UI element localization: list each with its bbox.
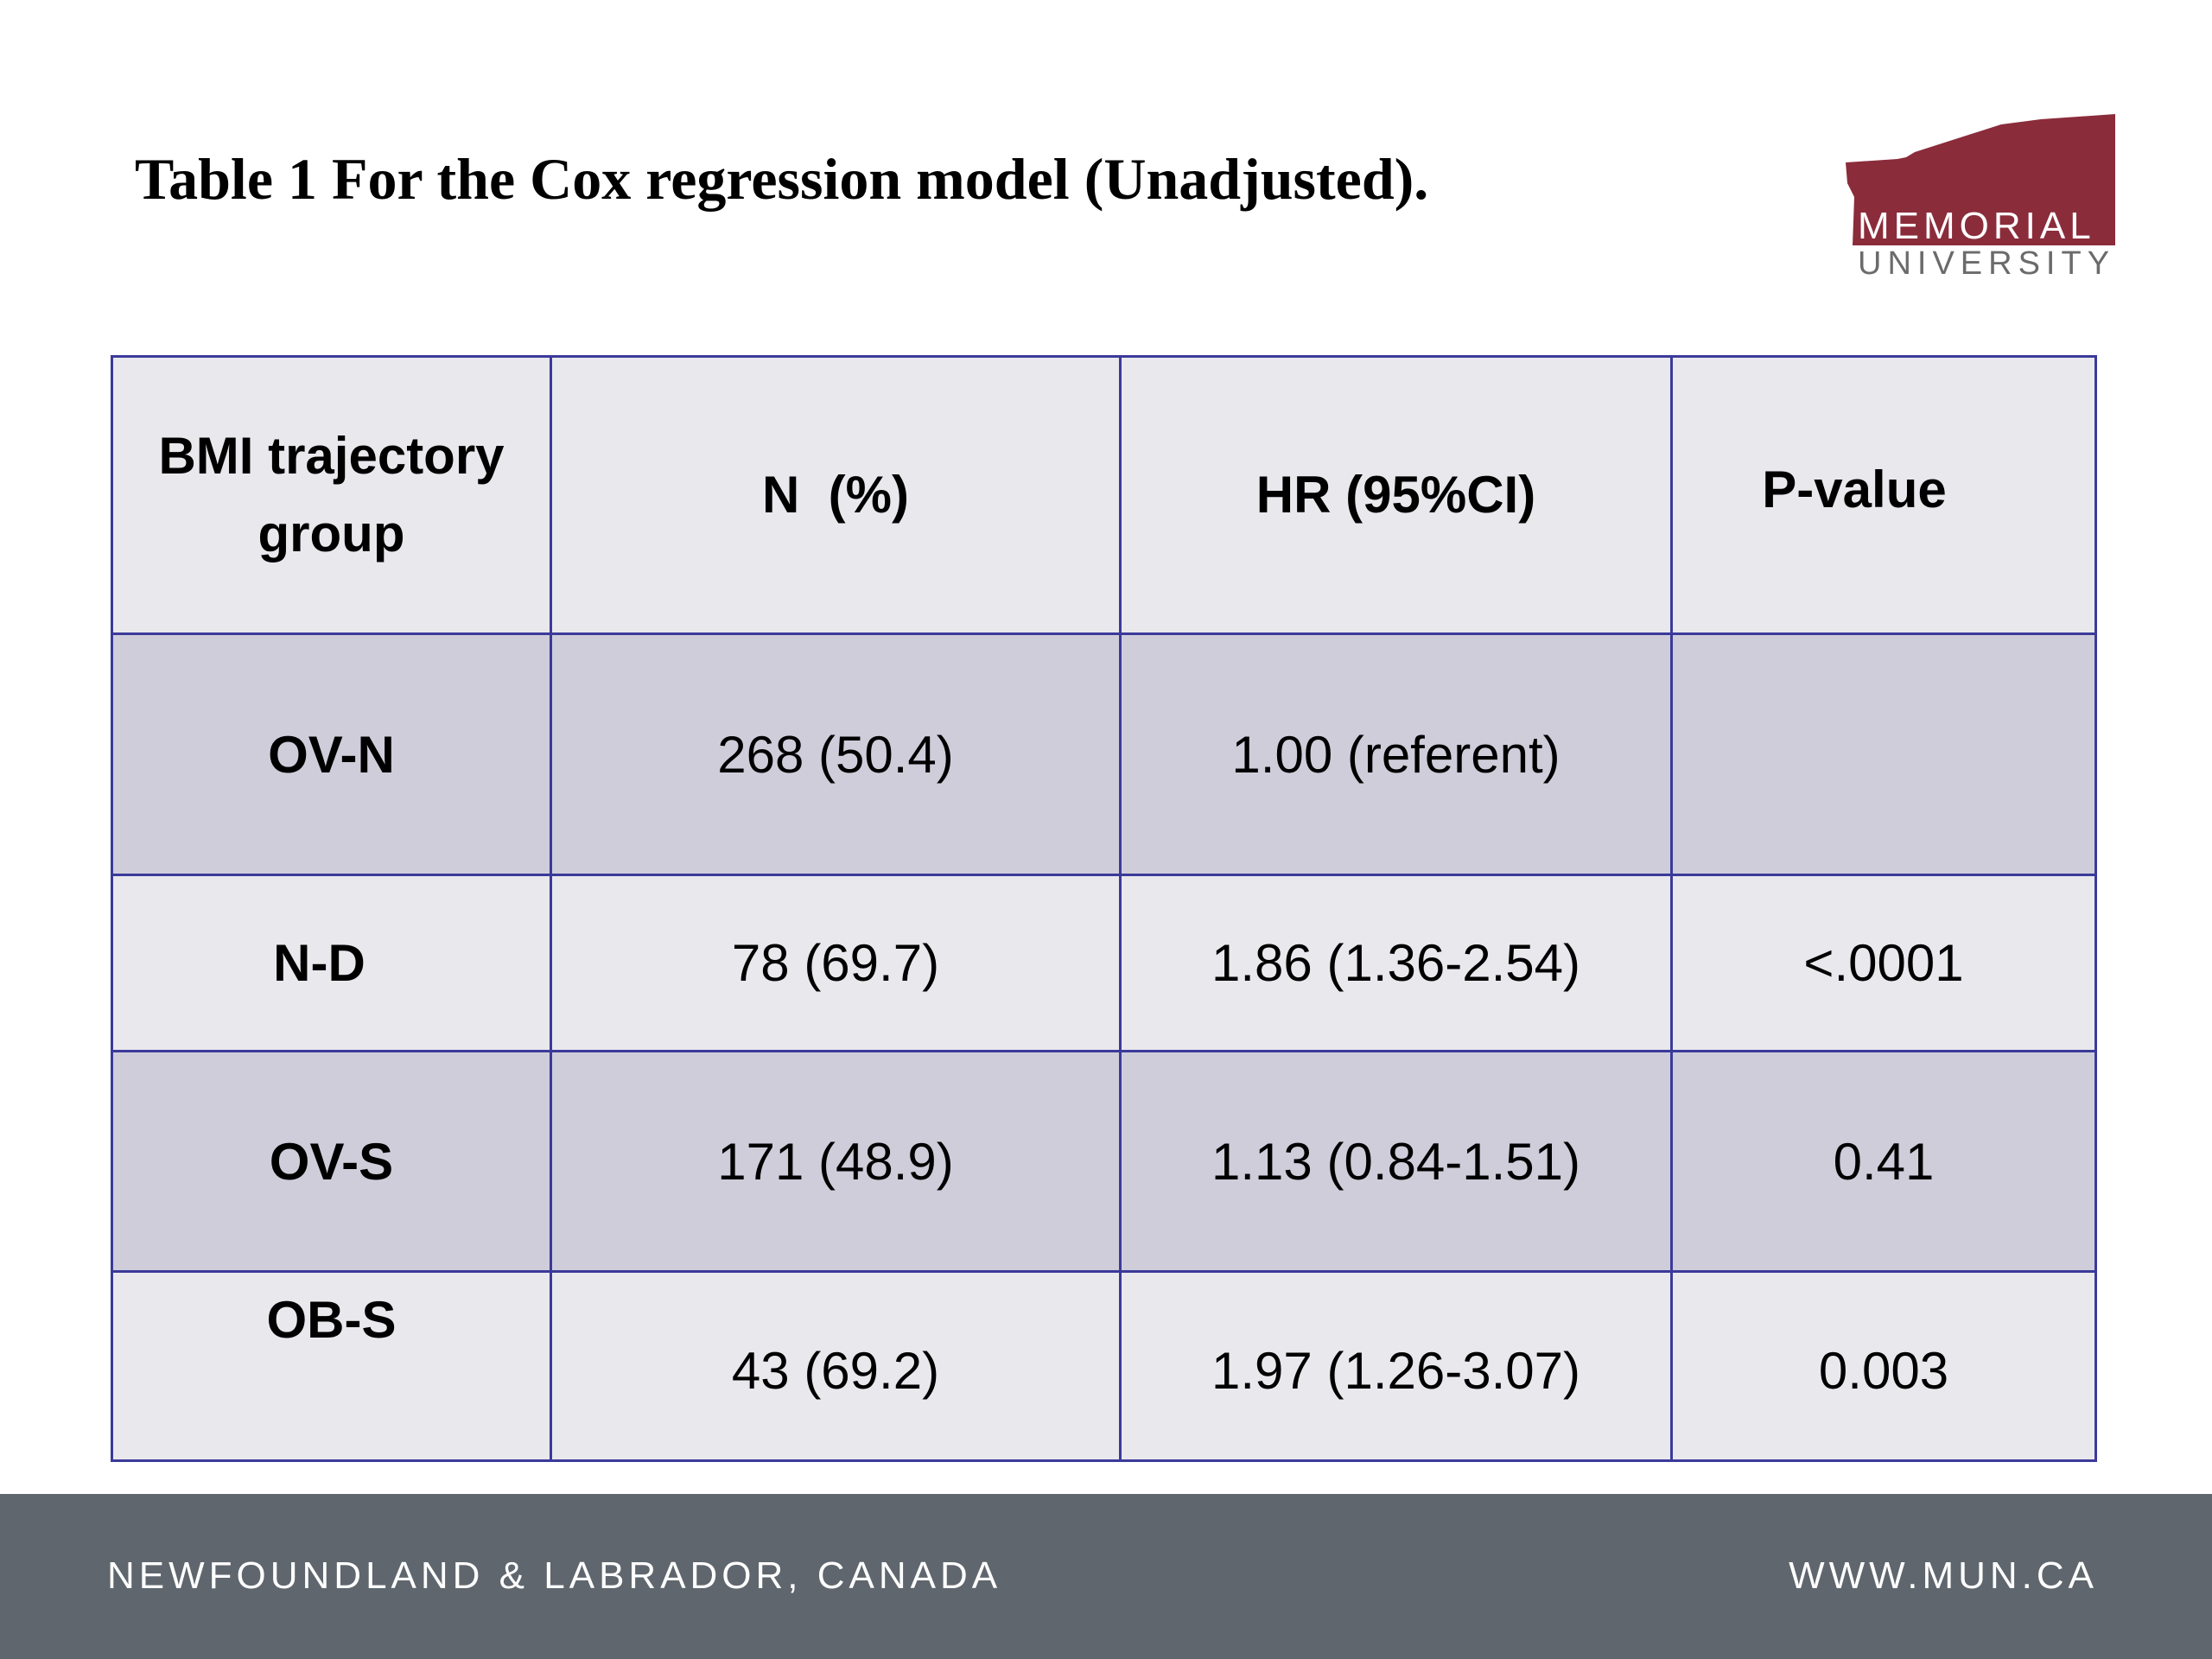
- hr-ci-cell: 1.00 (referent): [1119, 632, 1673, 876]
- logo-subtitle: UNIVERSITY: [1858, 245, 2116, 282]
- header-bmi-group: BMI trajectory group: [111, 355, 552, 635]
- n-percent-cell: 171 (48.9): [550, 1050, 1122, 1273]
- p-value-cell: 0.41: [1670, 1050, 2097, 1273]
- cox-regression-table: BMI trajectory group N (%) HR (95%CI) P-…: [111, 355, 2097, 1462]
- n-percent-cell: 78 (69.7): [550, 874, 1122, 1052]
- header-p-value: P-value: [1670, 355, 2097, 635]
- table-row: N-D 78 (69.7) 1.86 (1.36-2.54) <.0001: [111, 874, 2097, 1052]
- group-cell: N-D: [111, 874, 552, 1052]
- footer-location: NEWFOUNDLAND & LABRADOR, CANADA: [107, 1554, 1002, 1597]
- footer-website-link[interactable]: WWW.MUN.CA: [1789, 1554, 2098, 1597]
- table-row: OV-S 171 (48.9) 1.13 (0.84-1.51) 0.41: [111, 1050, 2097, 1273]
- footer-bar: NEWFOUNDLAND & LABRADOR, CANADA WWW.MUN.…: [0, 1494, 2212, 1659]
- p-value-cell: 0.003: [1670, 1270, 2097, 1462]
- logo-wordmark: MEMORIAL: [1858, 205, 2095, 247]
- logo-banner-shape: [1846, 114, 2115, 245]
- group-cell: OV-S: [111, 1050, 552, 1273]
- header-n-percent: N (%): [550, 355, 1122, 635]
- memorial-university-logo: MEMORIAL UNIVERSITY: [1846, 114, 2115, 287]
- slide-title: Table 1 For the Cox regression model (Un…: [135, 146, 1429, 212]
- p-value-cell: <.0001: [1670, 874, 2097, 1052]
- hr-ci-cell: 1.13 (0.84-1.51): [1119, 1050, 1673, 1273]
- table-row: OV-N 268 (50.4) 1.00 (referent): [111, 632, 2097, 876]
- table-header-row: BMI trajectory group N (%) HR (95%CI) P-…: [111, 355, 2097, 635]
- hr-ci-cell: 1.86 (1.36-2.54): [1119, 874, 1673, 1052]
- group-cell: OV-N: [111, 632, 552, 876]
- n-percent-cell: 43 (69.2): [550, 1270, 1122, 1462]
- header-hr-ci: HR (95%CI): [1119, 355, 1673, 635]
- table-row: OB-S 43 (69.2) 1.97 (1.26-3.07) 0.003: [111, 1270, 2097, 1462]
- n-percent-cell: 268 (50.4): [550, 632, 1122, 876]
- group-cell: OB-S: [111, 1270, 552, 1462]
- hr-ci-cell: 1.97 (1.26-3.07): [1119, 1270, 1673, 1462]
- p-value-cell: [1670, 632, 2097, 876]
